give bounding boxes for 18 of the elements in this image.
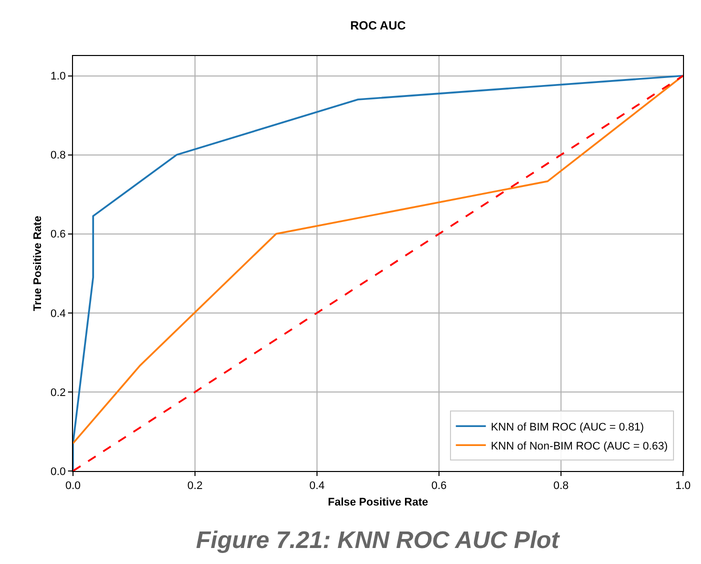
x-axis-title: False Positive Rate bbox=[328, 496, 428, 508]
x-tick-label: 0.4 bbox=[309, 480, 325, 492]
chart-title: ROC AUC bbox=[350, 18, 406, 33]
y-axis-title: True Positive Rate bbox=[32, 216, 44, 312]
y-tick-label: 0.4 bbox=[50, 308, 66, 320]
y-tick-label: 0.6 bbox=[50, 228, 66, 241]
legend-label: KNN of Non-BIM ROC (AUC = 0.63) bbox=[490, 440, 668, 452]
y-tick-label: 0.2 bbox=[50, 386, 66, 399]
x-tick-label: 0.0 bbox=[65, 480, 81, 492]
y-tick-label: 0.0 bbox=[50, 466, 66, 478]
legend-label: KNN of BIM ROC (AUC = 0.81) bbox=[490, 421, 644, 434]
caption: Figure 7.21: KNN ROC AUC Plot bbox=[196, 527, 560, 554]
x-tick-label: 0.8 bbox=[553, 480, 569, 492]
y-tick-label: 1.0 bbox=[50, 70, 66, 83]
x-tick-label: 0.6 bbox=[431, 480, 447, 492]
y-tick-label: 0.8 bbox=[50, 150, 66, 162]
x-tick-label: 1.0 bbox=[675, 480, 691, 492]
x-tick-label: 0.2 bbox=[187, 480, 203, 492]
